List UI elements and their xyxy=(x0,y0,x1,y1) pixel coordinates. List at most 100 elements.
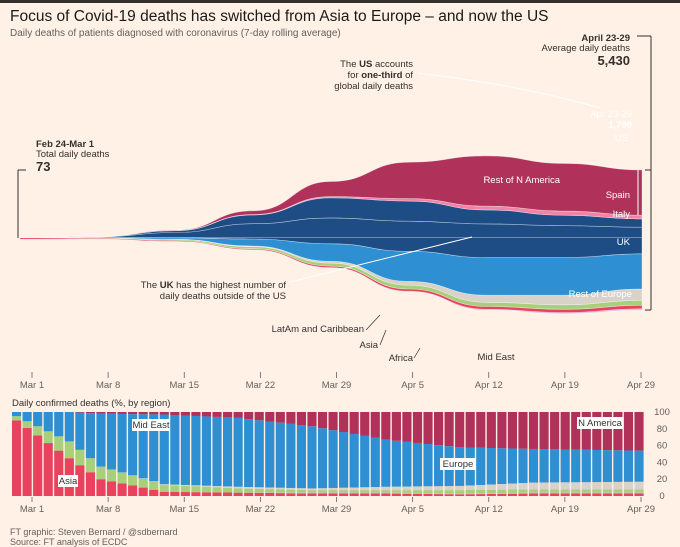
bar-latam xyxy=(602,481,612,490)
bar-europe xyxy=(159,414,169,485)
bar-namerica xyxy=(170,412,180,415)
bar-africa xyxy=(602,492,612,494)
bar-europe xyxy=(360,435,370,488)
bar-africa xyxy=(539,492,549,494)
bar-europe xyxy=(581,449,591,483)
bar-europe xyxy=(528,448,539,483)
bar-namerica xyxy=(128,412,138,415)
bar-asia xyxy=(423,493,433,496)
bar-mideast xyxy=(634,489,644,493)
bar-latam xyxy=(296,488,306,490)
top-x-tick-label: Mar 1 xyxy=(20,380,44,391)
bar-asia xyxy=(265,493,275,496)
bar-asia xyxy=(201,492,212,496)
africa-leader xyxy=(413,347,421,359)
bar-latam xyxy=(581,482,591,490)
bar-latam xyxy=(412,486,423,491)
bar-africa xyxy=(581,492,591,494)
bar-europe xyxy=(180,415,190,485)
bar-namerica xyxy=(550,412,560,450)
bar-latam xyxy=(201,485,212,487)
bar-asia xyxy=(96,479,106,496)
bar-africa xyxy=(423,493,433,494)
asia-leader xyxy=(379,329,387,346)
us-note-arrow xyxy=(417,72,601,109)
bar-asia xyxy=(149,489,159,496)
bar-latam xyxy=(528,482,539,490)
bar-namerica xyxy=(360,412,370,436)
bar-europe xyxy=(296,425,306,489)
bar-asia xyxy=(244,492,254,496)
label-rest-n-america: Rest of N America xyxy=(483,175,560,186)
bar-africa xyxy=(486,493,496,494)
start-desc: Total daily deaths xyxy=(36,149,110,160)
bar-mideast xyxy=(476,489,486,494)
bar-europe xyxy=(434,445,444,487)
bar-namerica xyxy=(518,412,528,449)
bar-mideast xyxy=(149,482,159,490)
bar-mideast xyxy=(296,489,306,493)
bar-latam xyxy=(170,484,180,486)
bar-mideast xyxy=(138,478,148,488)
bar-mideast xyxy=(22,421,32,428)
bar-mideast xyxy=(339,490,349,493)
bar-europe xyxy=(560,449,570,483)
top-x-tick-label: Mar 29 xyxy=(322,380,352,391)
label-rest-of-europe: Rest of Europe xyxy=(569,289,632,300)
bar-africa xyxy=(370,492,380,494)
bar-europe xyxy=(634,450,644,482)
us-value: 1,799 xyxy=(608,120,632,131)
bar-europe xyxy=(170,415,180,485)
bar-mideast xyxy=(465,490,475,494)
us-note-line3: global daily deaths xyxy=(334,81,413,92)
bar-asia xyxy=(360,493,370,496)
bar-mideast xyxy=(412,490,423,493)
top-x-tick-label: Apr 29 xyxy=(627,380,655,391)
bar-namerica xyxy=(201,412,212,417)
label-spain: Spain xyxy=(606,190,630,201)
bar-latam xyxy=(497,484,507,490)
bar-namerica xyxy=(507,412,517,449)
bar-mideast xyxy=(623,489,634,493)
bar-europe xyxy=(402,441,412,487)
bar-asia xyxy=(159,491,169,496)
bar-asia xyxy=(592,493,602,496)
bar-asia xyxy=(507,493,517,496)
bar-europe xyxy=(476,447,486,485)
bar-label-n-america: N America xyxy=(578,418,623,429)
bar-namerica xyxy=(381,412,391,440)
bar-africa xyxy=(444,493,454,495)
chart-subtitle: Daily deaths of patients diagnosed with … xyxy=(10,28,341,39)
bar-namerica xyxy=(296,412,306,426)
bar-latam xyxy=(360,487,370,491)
bar-mideast xyxy=(212,487,222,493)
bar-asia xyxy=(328,493,338,496)
bar-namerica xyxy=(434,412,444,446)
bar-y-tick-label: 40 xyxy=(657,457,668,468)
label-asia: Asia xyxy=(360,340,379,351)
bar-latam xyxy=(265,487,275,490)
bar-latam xyxy=(286,487,296,490)
end-label: April 23-29 xyxy=(581,33,630,44)
bar-europe xyxy=(191,415,201,486)
bottom-x-tick-label: Apr 19 xyxy=(551,504,579,515)
bar-africa xyxy=(296,492,306,494)
bar-namerica xyxy=(465,412,475,448)
bar-africa xyxy=(550,492,560,494)
bar-asia xyxy=(634,493,644,496)
bar-mideast xyxy=(223,487,233,493)
bar-namerica xyxy=(106,412,117,414)
bar-namerica xyxy=(254,412,264,421)
bar-latam xyxy=(381,486,391,491)
bar-asia xyxy=(381,493,391,496)
bar-asia xyxy=(191,492,201,496)
bar-namerica xyxy=(391,412,401,441)
bar-latam xyxy=(254,487,264,489)
start-label: Feb 24-Mar 1 xyxy=(36,139,95,150)
bar-label-mid-east: Mid East xyxy=(133,420,170,431)
bar-mideast xyxy=(106,469,117,482)
bar-latam xyxy=(307,488,317,491)
bar-mideast xyxy=(455,490,465,494)
bar-mideast xyxy=(370,490,380,493)
bar-europe xyxy=(317,428,328,489)
